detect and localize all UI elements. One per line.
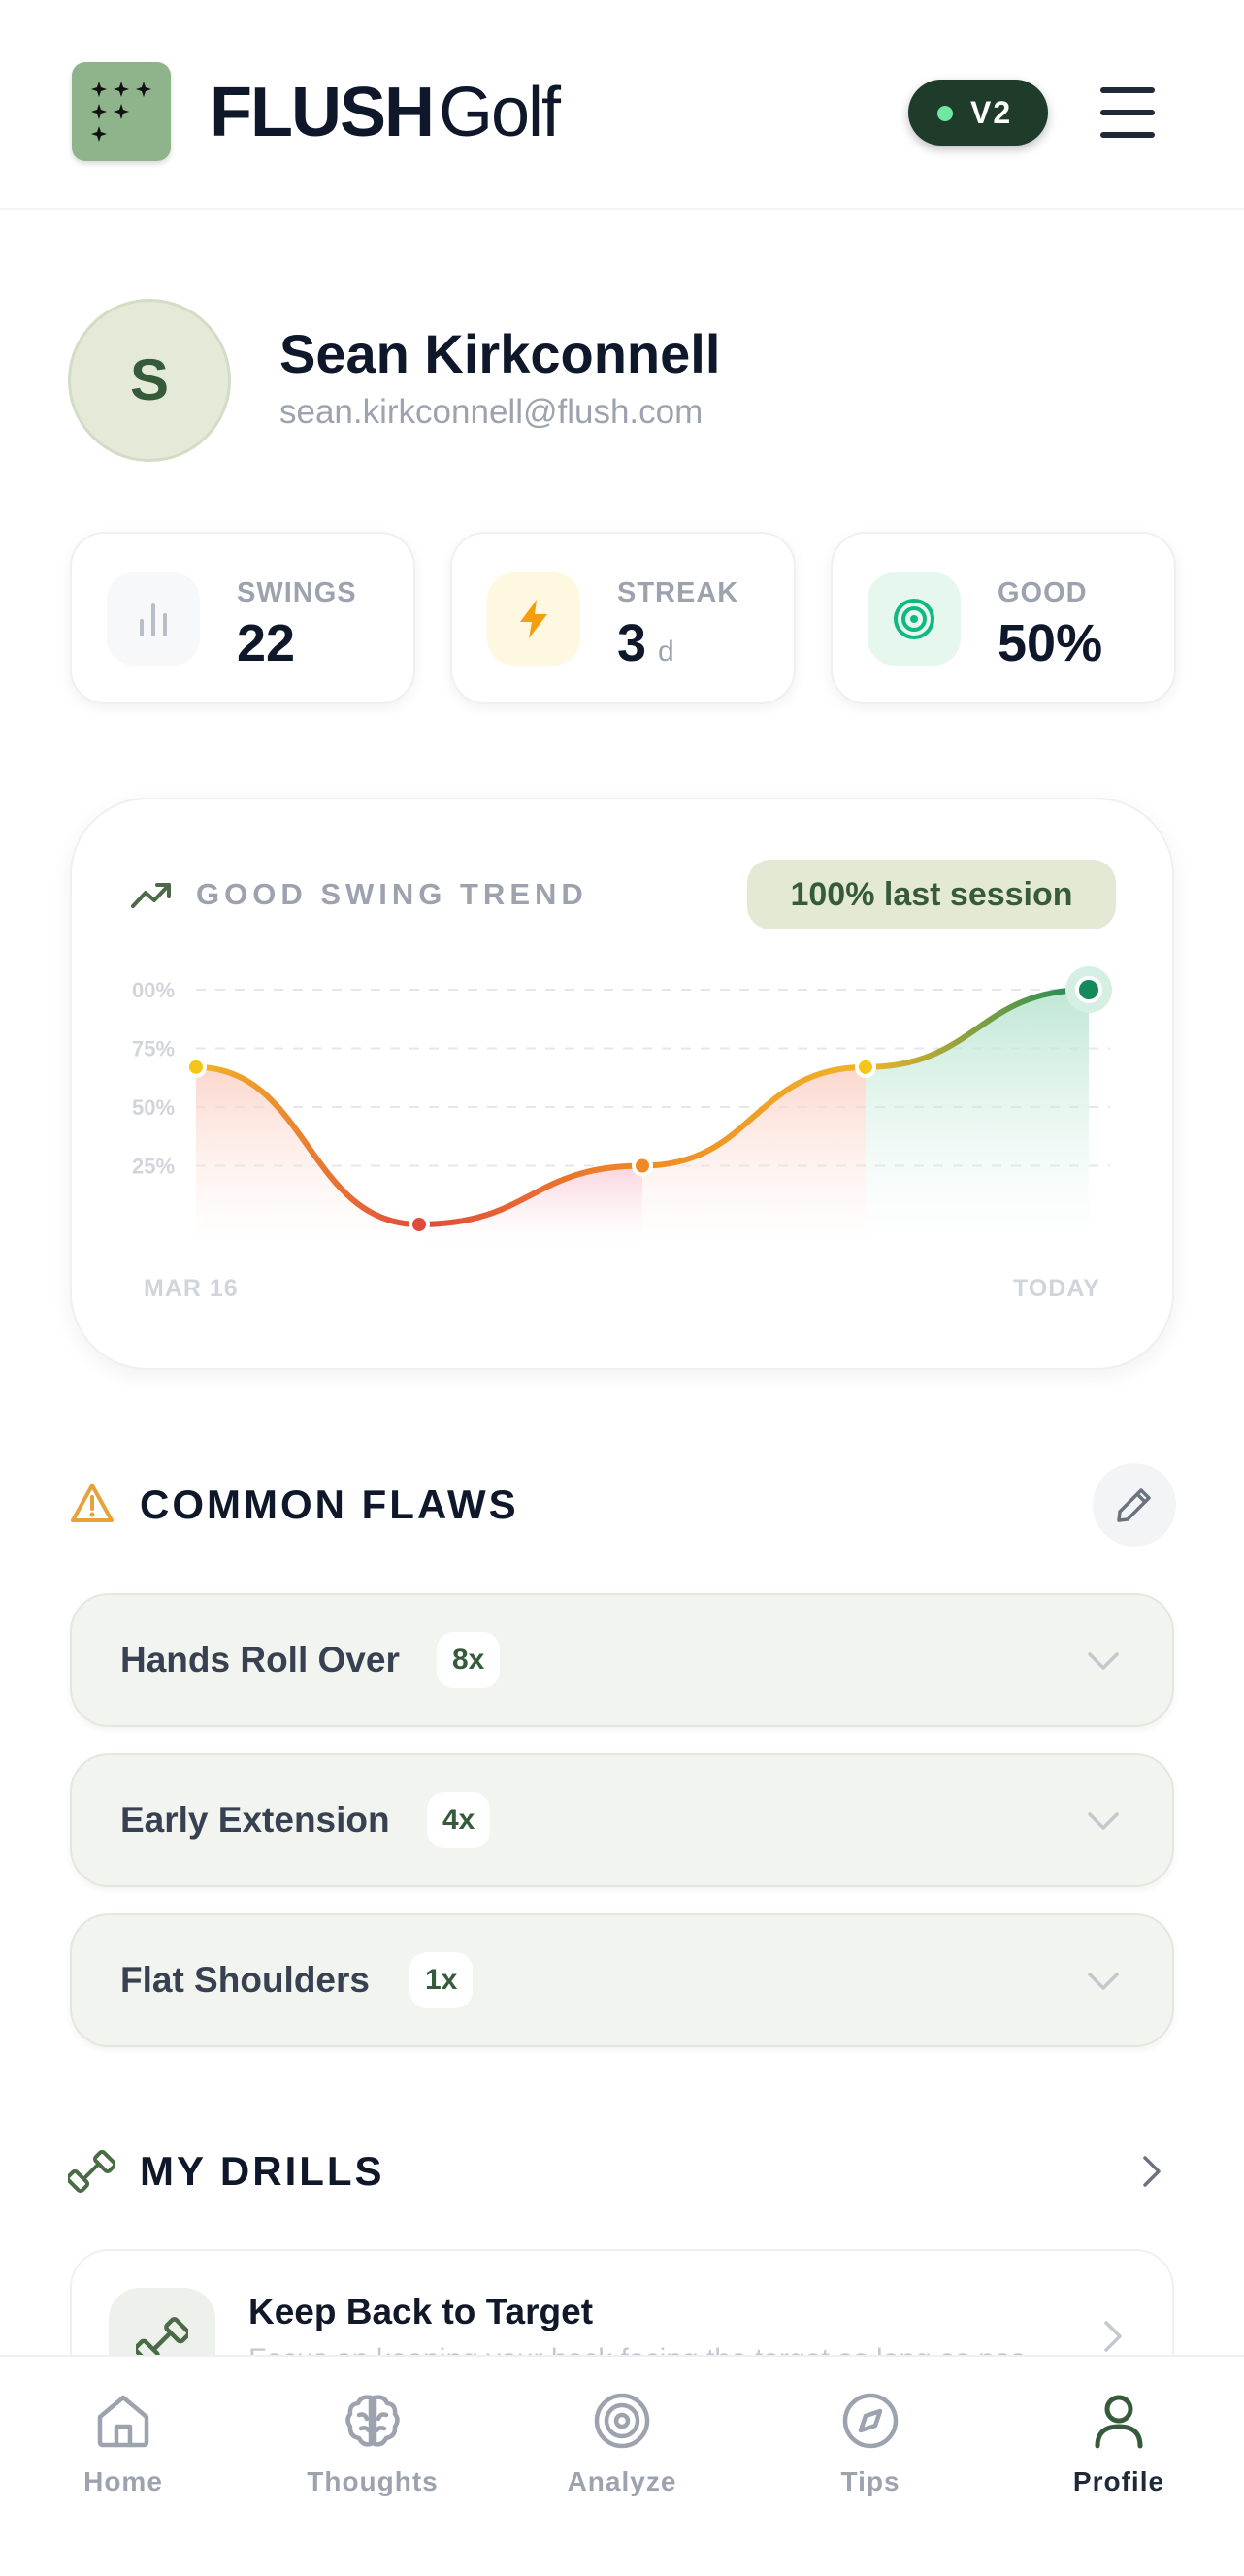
menu-icon[interactable] xyxy=(1097,82,1159,144)
flaw-item[interactable]: Hands Roll Over 8x xyxy=(70,1593,1174,1727)
drill-title: Keep Back to Target xyxy=(248,2292,594,2331)
target-icon xyxy=(594,2393,650,2449)
bar-chart-icon xyxy=(107,572,200,666)
stat-value: 22 xyxy=(237,613,295,673)
trend-up-icon xyxy=(131,883,171,908)
stat-label: GOOD xyxy=(998,577,1088,608)
last-session-badge: 100% last session xyxy=(747,860,1116,929)
sparkle-grid-icon xyxy=(91,82,151,142)
stat-number: 3 xyxy=(617,614,647,672)
stat-card-good: GOOD 50% xyxy=(831,532,1176,704)
stat-number: 50% xyxy=(998,614,1103,672)
y-tick-label: 00% xyxy=(132,978,175,1002)
flaw-count-badge: 8x xyxy=(437,1632,501,1688)
nav-item-profile[interactable]: Profile xyxy=(1022,2390,1216,2526)
nav-item-analyze[interactable]: Analyze xyxy=(525,2390,719,2526)
data-point[interactable] xyxy=(1075,976,1102,1003)
avatar: S xyxy=(68,299,231,462)
nav-label: Tips xyxy=(840,2466,900,2496)
data-point[interactable] xyxy=(632,1155,653,1177)
flaw-count-badge: 1x xyxy=(409,1952,474,2008)
flaw-item[interactable]: Flat Shoulders 1x xyxy=(70,1913,1174,2047)
target-icon xyxy=(868,572,961,666)
trend-title: GOOD SWING TREND xyxy=(196,877,588,911)
profile-email: sean.kirkconnell@flush.com xyxy=(279,393,704,431)
home-icon xyxy=(97,2395,149,2448)
brand-bold: FLUSH xyxy=(210,74,435,151)
brand-light: Golf xyxy=(438,74,561,151)
y-tick-label: 75% xyxy=(132,1037,175,1061)
lightning-icon xyxy=(487,572,580,666)
brain-icon xyxy=(345,2395,400,2447)
nav-label: Analyze xyxy=(567,2466,677,2496)
flaw-name: Hands Roll Over xyxy=(120,1640,400,1679)
stat-card-swings: SWINGS 22 xyxy=(70,532,415,704)
nav-item-home[interactable]: Home xyxy=(26,2390,220,2526)
status-dot xyxy=(937,106,953,121)
nav-item-tips[interactable]: Tips xyxy=(773,2390,967,2526)
flaw-name: Flat Shoulders xyxy=(120,1960,370,2000)
user-icon xyxy=(1095,2395,1143,2449)
swing-trend-card: GOOD SWING TREND 100% last session xyxy=(70,798,1174,1370)
app-header: FLUSHGolf V2 xyxy=(0,0,1244,210)
y-tick-label: 50% xyxy=(132,1095,175,1120)
nav-label: Profile xyxy=(1072,2466,1165,2496)
chevron-down-icon xyxy=(1088,1973,1119,1990)
flaw-name: Early Extension xyxy=(120,1800,390,1840)
version-badge[interactable]: V2 xyxy=(908,80,1048,146)
trend-area xyxy=(642,1066,866,1244)
x-axis-end-label: TODAY xyxy=(1013,1275,1100,1302)
chevron-down-icon xyxy=(1088,1812,1119,1830)
trend-chart: 00% 75% 50% 25% xyxy=(132,966,1112,1244)
common-flaws-title: COMMON FLAWS xyxy=(140,1482,519,1527)
stat-label: STREAK xyxy=(617,577,739,608)
dumbbell-icon xyxy=(68,2149,115,2194)
brand-name: FLUSHGolf xyxy=(210,72,561,153)
compass-icon xyxy=(842,2393,899,2449)
nav-item-thoughts[interactable]: Thoughts xyxy=(276,2390,470,2526)
trend-area xyxy=(196,1066,419,1244)
stat-value: 50% xyxy=(998,613,1102,673)
y-tick-label: 25% xyxy=(132,1155,175,1179)
edit-flaws-button[interactable] xyxy=(1093,1463,1176,1547)
chevron-right-icon[interactable] xyxy=(1141,2154,1162,2189)
trend-area xyxy=(866,990,1089,1244)
x-axis-start-label: MAR 16 xyxy=(144,1275,239,1302)
nav-label: Home xyxy=(83,2466,163,2496)
stat-label: SWINGS xyxy=(237,577,357,608)
app-logo[interactable] xyxy=(72,62,171,161)
profile-name: Sean Kirkconnell xyxy=(279,323,721,384)
pencil-icon xyxy=(1117,1488,1151,1522)
chevron-down-icon xyxy=(1088,1652,1119,1670)
flaw-item[interactable]: Early Extension 4x xyxy=(70,1753,1174,1887)
chevron-right-icon xyxy=(1104,2321,1122,2352)
data-point[interactable] xyxy=(855,1056,876,1078)
stat-number: 22 xyxy=(237,614,296,672)
data-point[interactable] xyxy=(409,1214,430,1235)
my-drills-title: MY DRILLS xyxy=(140,2148,385,2194)
trend-area xyxy=(419,1165,642,1244)
data-point[interactable] xyxy=(185,1056,207,1078)
bottom-nav: Home Thoughts Analyze Tips Profile xyxy=(0,2355,1244,2576)
warning-icon xyxy=(71,1484,114,1522)
flaw-count-badge: 4x xyxy=(427,1792,491,1848)
version-label: V2 xyxy=(970,95,1013,130)
nav-label: Thoughts xyxy=(307,2466,439,2496)
stat-unit: d xyxy=(658,636,674,668)
